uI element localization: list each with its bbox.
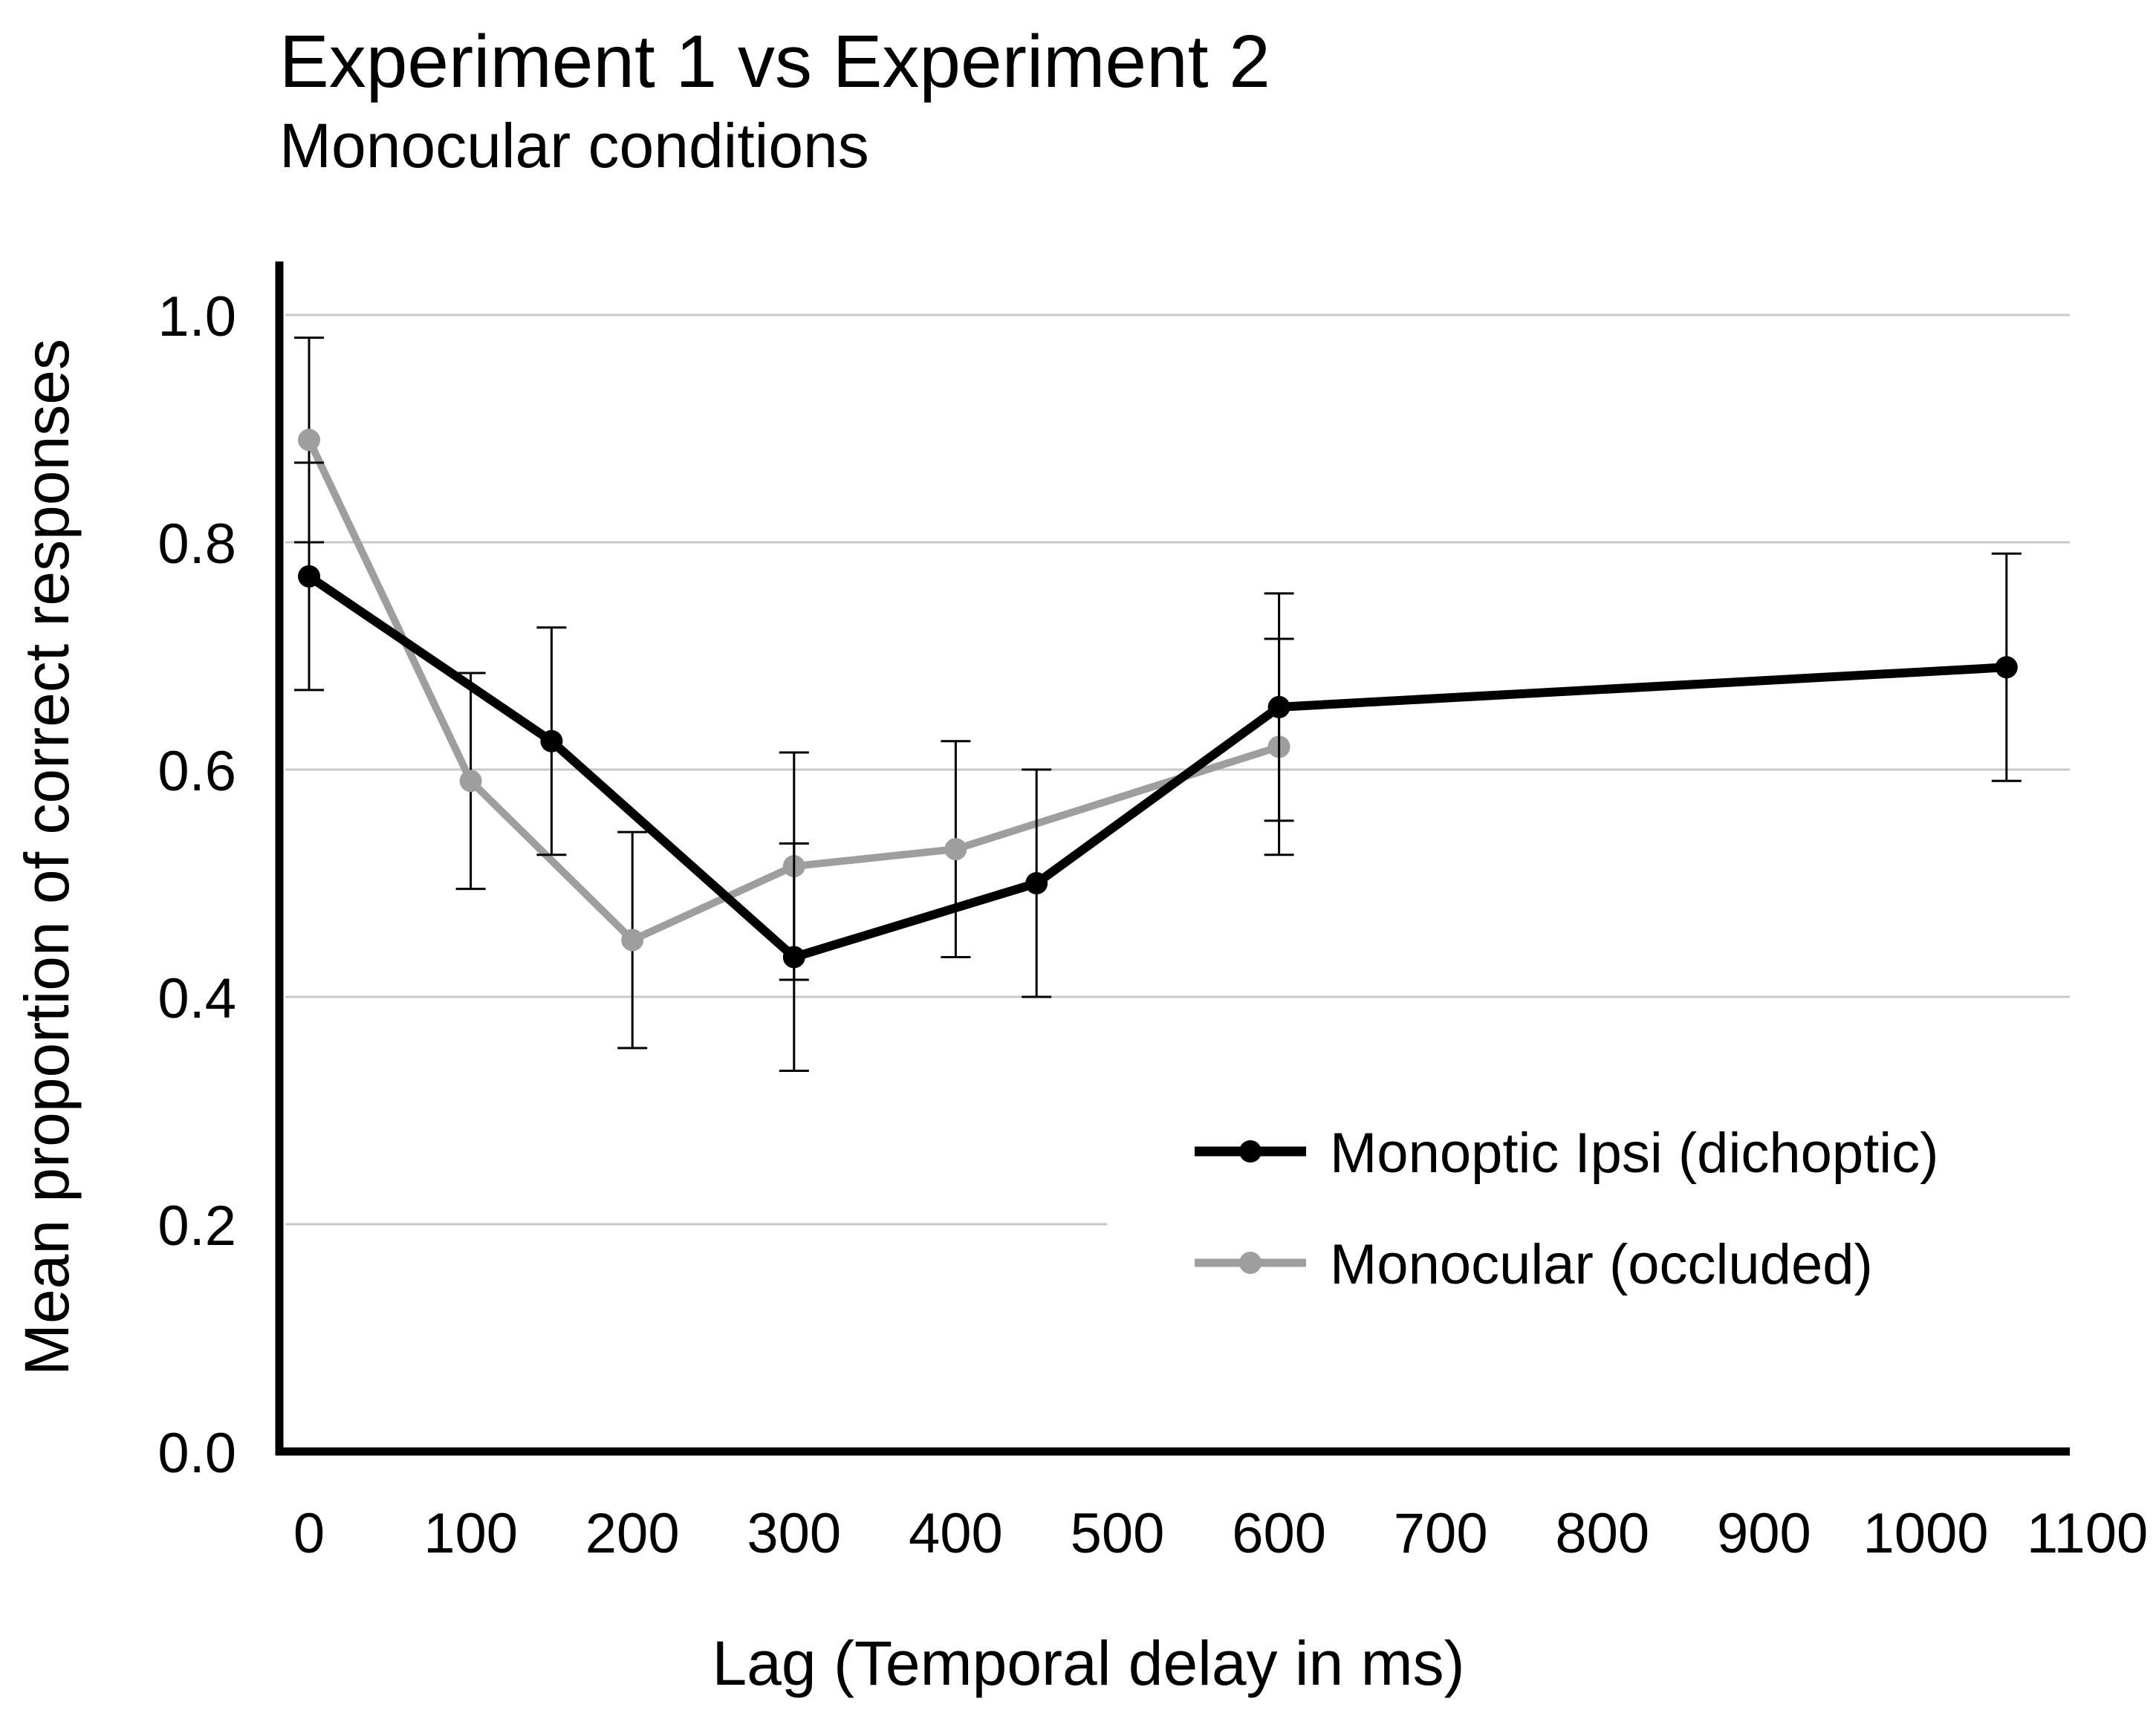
- y-tick-label: 1.0: [158, 285, 236, 348]
- tick-labels: 0.0 0.2 0.4 0.6 0.8 1.0 0 100 200 300 400 500 600 700…: [158, 285, 2148, 1565]
- data-point: [298, 565, 320, 588]
- grid-lines: [285, 313, 2070, 1226]
- legend-entry: Monocular (occluded): [1195, 1233, 1873, 1296]
- x-tick-label: 1000: [1863, 1502, 1988, 1565]
- chart-title: Experiment 1 vs Experiment 2: [279, 20, 1270, 103]
- x-tick-label: 700: [1394, 1502, 1488, 1565]
- y-tick-label: 0.2: [158, 1194, 236, 1258]
- legend: Monoptic Ipsi (dichoptic) Monocular (occl…: [1195, 1122, 1938, 1296]
- x-axis-label: Lag (Temporal delay in ms): [712, 1628, 1464, 1698]
- legend-label: Monoptic Ipsi (dichoptic): [1330, 1122, 1938, 1185]
- x-tick-label: 900: [1717, 1502, 1811, 1565]
- legend-label: Monocular (occluded): [1330, 1233, 1873, 1296]
- axes: [275, 261, 2070, 1456]
- x-tick-label: 200: [585, 1502, 680, 1565]
- y-tick-label: 0.0: [158, 1422, 236, 1485]
- chart-subtitle: Monocular conditions: [279, 111, 869, 181]
- x-tick-label: 800: [1555, 1502, 1649, 1565]
- x-tick-label: 300: [747, 1502, 841, 1565]
- data-point: [298, 429, 320, 452]
- y-tick-label: 0.4: [158, 967, 236, 1030]
- x-tick-label: 600: [1232, 1502, 1326, 1565]
- y-tick-label: 0.8: [158, 513, 236, 576]
- data-point: [1025, 872, 1048, 894]
- x-tick-label: 1100: [2027, 1502, 2148, 1565]
- data-series: [294, 337, 2022, 1072]
- data-point: [782, 946, 805, 969]
- data-point: [540, 729, 563, 752]
- legend-swatch-marker: [1239, 1140, 1262, 1163]
- x-tick-label: 0: [293, 1502, 325, 1565]
- series-line: [306, 572, 2007, 962]
- x-tick-label: 400: [909, 1502, 1003, 1565]
- y-tick-label: 0.6: [158, 740, 236, 803]
- y-axis-label: Mean proportion of correct responses: [12, 339, 82, 1376]
- x-tick-label: 500: [1071, 1502, 1165, 1565]
- data-point: [944, 838, 967, 861]
- data-point: [1995, 656, 2018, 679]
- data-point: [1267, 695, 1290, 718]
- x-tick-label: 100: [423, 1502, 518, 1565]
- legend-swatch-marker: [1239, 1252, 1262, 1274]
- legend-entry: Monoptic Ipsi (dichoptic): [1195, 1122, 1938, 1185]
- data-point: [459, 770, 482, 793]
- data-point: [621, 929, 644, 952]
- series-monoptic-ipsi: [294, 461, 2022, 1072]
- series-line: [305, 438, 1281, 944]
- series-monocular-occluded: [294, 337, 1294, 1050]
